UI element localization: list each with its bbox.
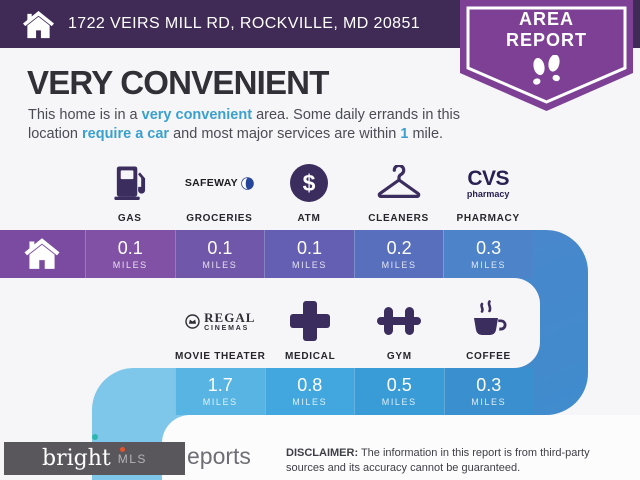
- bright-mls-logo: bright MLS: [4, 442, 185, 475]
- badge-shape: [460, 0, 633, 111]
- distance-unit: MILES: [291, 259, 327, 270]
- row2-item-coffee: COFFEE: [444, 295, 533, 362]
- badge-line-2: REPORT: [505, 30, 587, 51]
- amenity-label: PHARMACY: [456, 213, 520, 224]
- distance-cell-pharmacy: 0.3 MILES: [443, 230, 533, 278]
- intro-part: This home is in a: [28, 107, 142, 123]
- distance-bar-2: 1.7 MILES 0.8 MILES 0.5 MILES 0.3 MILES: [175, 368, 533, 415]
- row1-item-atm: $ ATM: [264, 157, 354, 224]
- page-title: VERY CONVENIENT: [27, 64, 329, 101]
- row2-item-medical: MEDICAL: [266, 295, 355, 362]
- distance-cell-medical: 0.8 MILES: [264, 368, 354, 415]
- iconbox-movie-theater: REGAL CINEMAS: [185, 297, 255, 345]
- distance-value: 0.2: [386, 237, 412, 258]
- distance-unit: MILES: [292, 397, 328, 407]
- distance-unit: MILES: [381, 259, 417, 270]
- distance-value: 0.8: [297, 375, 323, 395]
- hanger-icon: [377, 165, 420, 198]
- distance-unit: MILES: [381, 397, 417, 407]
- gas-pump-icon: [114, 166, 146, 201]
- dollar-circle-icon: $: [289, 164, 328, 202]
- amenity-label: GAS: [117, 213, 142, 224]
- safeway-logo: SAFEWAY: [185, 176, 254, 190]
- distance-unit: MILES: [471, 397, 507, 407]
- intro-highlight-require-a-car: require a car: [82, 126, 170, 143]
- row1-item-gas: GAS: [85, 157, 175, 224]
- medical-cross-icon: [290, 301, 331, 341]
- amenities-row-1: GAS SAFEWAY GROCERIES $ ATM CLEANERS CVS pharma…: [85, 157, 533, 224]
- distance-cell-gym: 0.5 MILES: [354, 368, 444, 415]
- distance-unit: MILES: [471, 259, 507, 270]
- dumbbell-icon: [377, 307, 422, 335]
- row2-item-gym: GYM: [355, 295, 444, 362]
- distance-cell-groceries: 0.1 MILES: [174, 230, 265, 278]
- distance-value: 0.1: [296, 237, 322, 258]
- iconbox-medical: [289, 297, 331, 345]
- amenity-label: CLEANERS: [368, 213, 429, 224]
- distance-unit: MILES: [202, 397, 238, 407]
- logo-mls-text: MLS: [117, 451, 147, 466]
- amenities-row-2: REGAL CINEMAS MOVIE THEATER MEDICAL GYM COFFE…: [175, 295, 533, 362]
- distance-unit: MILES: [202, 259, 238, 270]
- intro-text: This home is in a very convenient area. …: [28, 106, 484, 145]
- distance-cell-cleaners: 0.2 MILES: [353, 230, 444, 278]
- logo-teal-dot: [92, 434, 98, 440]
- iconbox-coffee: [467, 297, 509, 345]
- disclaimer-label: DISCLAIMER:: [286, 447, 359, 459]
- distance-value: 0.5: [386, 375, 412, 395]
- disclaimer-text: DISCLAIMER: The information in this repo…: [286, 446, 628, 476]
- intro-part: and most major services are within: [169, 126, 401, 143]
- distance-unit: MILES: [112, 259, 148, 270]
- intro-highlight-one: 1: [400, 126, 409, 143]
- regal-cinemas-logo: REGAL CINEMAS: [185, 311, 255, 332]
- row2-item-movie-theater: REGAL CINEMAS MOVIE THEATER: [175, 295, 266, 363]
- amenity-label: MOVIE THEATER: [175, 351, 266, 362]
- badge-line-1: AREA: [518, 9, 574, 29]
- iconbox-atm: $: [289, 159, 329, 207]
- logo-orange-dot: [120, 447, 125, 452]
- iconbox-pharmacy: CVS pharmacy: [467, 159, 510, 207]
- amenity-label: MEDICAL: [284, 351, 336, 362]
- amenity-label: ATM: [297, 213, 321, 224]
- brand-partial-text: eports: [187, 443, 251, 469]
- iconbox-cleaners: [376, 159, 422, 207]
- iconbox-gym: [376, 297, 422, 345]
- home-icon: [23, 10, 54, 38]
- intro-highlight-very-convenient: very convenient: [141, 107, 253, 123]
- amenity-label: GYM: [386, 351, 412, 362]
- area-report-badge: AREA REPORT: [460, 0, 633, 112]
- distance-cell-coffee: 0.3 MILES: [443, 368, 533, 415]
- distance-value: 0.1: [207, 237, 233, 258]
- distance-cell-atm: 0.1 MILES: [264, 230, 354, 278]
- disclaimer-body: The information in this report is from t…: [286, 447, 590, 474]
- iconbox-gas: [111, 159, 148, 207]
- safeway-mark-icon: [241, 176, 254, 190]
- distance-bar-1: 0.1 MILES 0.1 MILES 0.1 MILES 0.2 MILES 0.3 MILES: [85, 230, 533, 278]
- intro-part: mile.: [408, 126, 444, 143]
- row1-item-cleaners: CLEANERS: [354, 157, 444, 224]
- iconbox-groceries: SAFEWAY: [185, 159, 254, 207]
- distance-value: 0.1: [117, 237, 143, 258]
- svg-text:$: $: [303, 170, 316, 196]
- cvs-logo: CVS pharmacy: [466, 166, 510, 199]
- regal-crown-icon: [185, 313, 200, 329]
- distance-value: 1.7: [207, 375, 233, 395]
- amenity-label: COFFEE: [466, 351, 511, 362]
- amenity-label: GROCERIES: [186, 213, 253, 224]
- bottom-panel: [162, 415, 640, 480]
- coffee-cup-icon: [474, 300, 507, 335]
- distance-value: 0.3: [476, 375, 502, 395]
- distance-value: 0.3: [476, 237, 502, 258]
- row1-item-pharmacy: CVS pharmacy PHARMACY: [443, 157, 533, 225]
- distance-cell-gas: 0.1 MILES: [85, 230, 175, 278]
- property-address: 1722 VEIRS MILL RD, ROCKVILLE, MD 20851: [68, 15, 421, 32]
- intro-part: area. Some daily errands in this locatio…: [28, 107, 460, 143]
- distance-cell-movie-theater: 1.7 MILES: [175, 368, 265, 415]
- logo-wordmark: bright: [42, 445, 111, 471]
- row1-item-groceries: SAFEWAY GROCERIES: [175, 157, 265, 224]
- badge-title: AREA REPORT: [460, 9, 633, 51]
- footprints-icon: [533, 55, 560, 85]
- home-icon: [24, 238, 60, 269]
